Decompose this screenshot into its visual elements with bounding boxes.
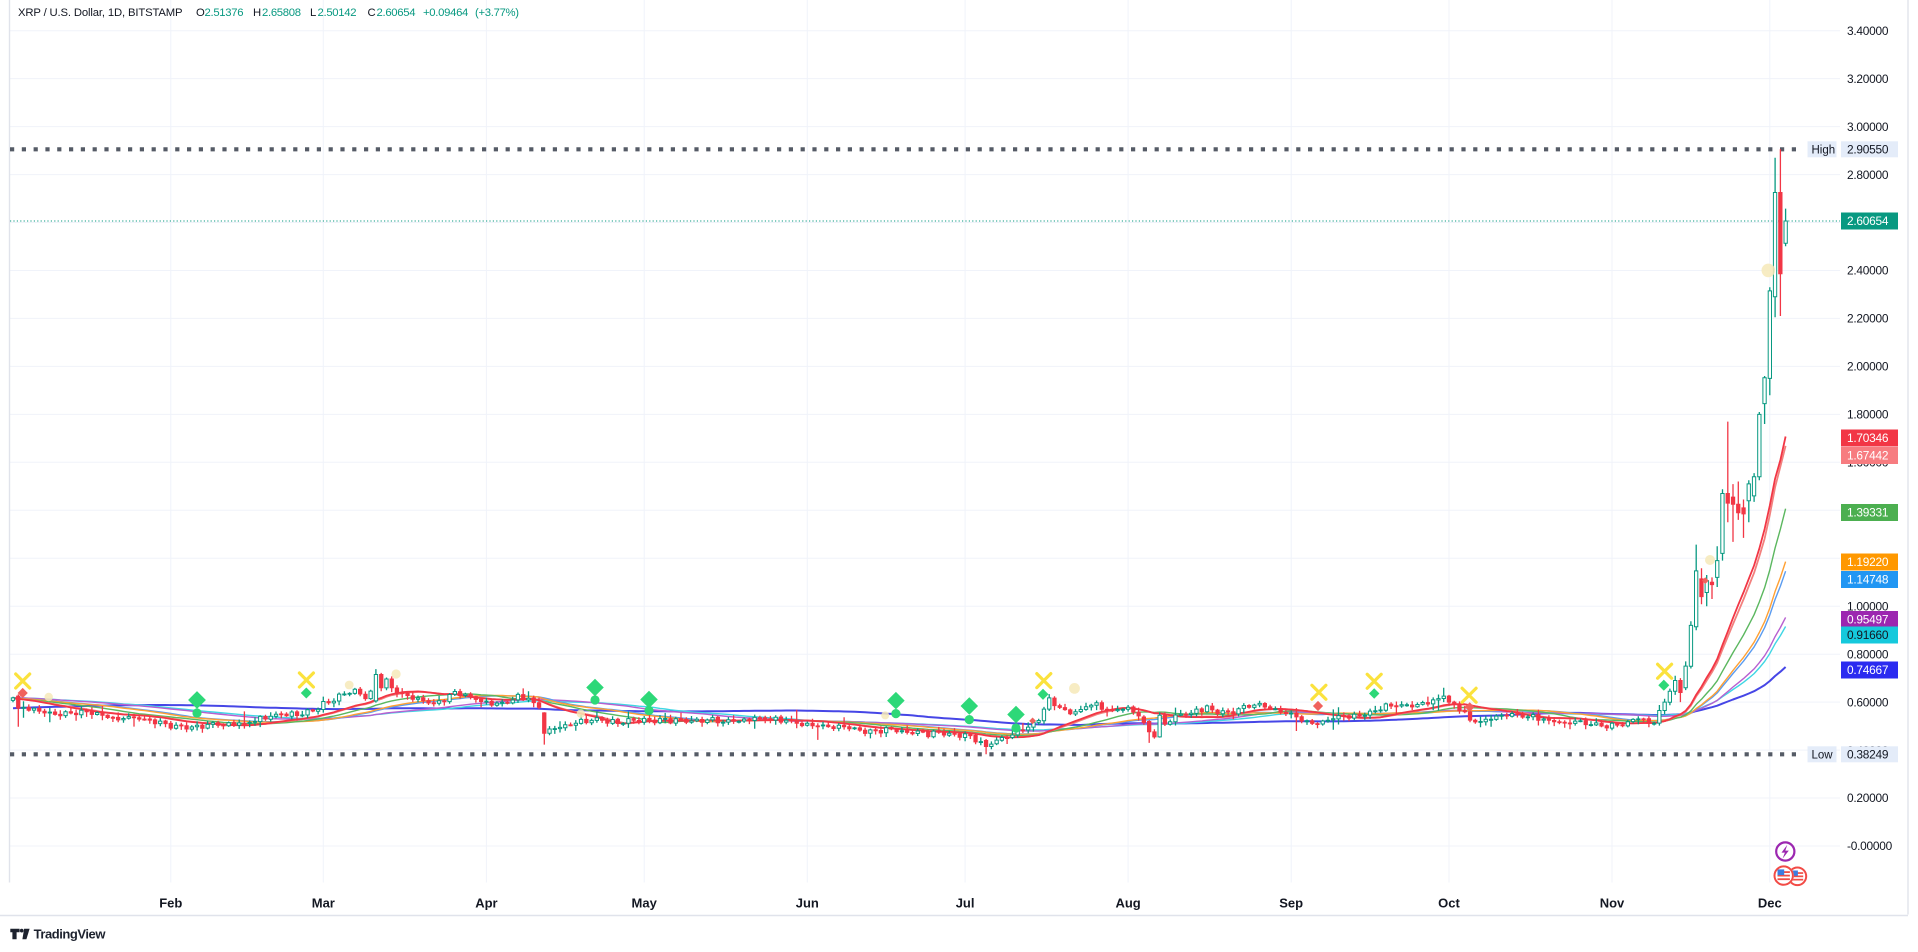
svg-text:0.60000: 0.60000 bbox=[1847, 695, 1889, 709]
svg-text:0.95497: 0.95497 bbox=[1847, 613, 1889, 627]
svg-text:2.50142: 2.50142 bbox=[318, 7, 357, 19]
svg-text:O: O bbox=[196, 7, 205, 19]
svg-text:L: L bbox=[310, 7, 316, 19]
svg-text:May: May bbox=[632, 896, 658, 911]
svg-text:Mar: Mar bbox=[312, 896, 335, 911]
svg-text:3.00000: 3.00000 bbox=[1847, 120, 1889, 134]
svg-text:1.19220: 1.19220 bbox=[1847, 555, 1889, 569]
svg-text:2.20000: 2.20000 bbox=[1847, 312, 1889, 326]
svg-text:Dec: Dec bbox=[1758, 896, 1782, 911]
svg-text:2.90550: 2.90550 bbox=[1847, 143, 1889, 157]
svg-text:0.20000: 0.20000 bbox=[1847, 791, 1889, 805]
svg-text:C: C bbox=[368, 7, 376, 19]
svg-text:3.20000: 3.20000 bbox=[1847, 72, 1889, 86]
svg-text:1.00000: 1.00000 bbox=[1847, 599, 1889, 613]
svg-text:2.40000: 2.40000 bbox=[1847, 264, 1889, 278]
svg-text:1.67442: 1.67442 bbox=[1847, 449, 1889, 463]
svg-text:H: H bbox=[253, 7, 261, 19]
svg-text:Aug: Aug bbox=[1115, 896, 1140, 911]
svg-text:1.14748: 1.14748 bbox=[1847, 573, 1889, 587]
svg-text:1.80000: 1.80000 bbox=[1847, 408, 1889, 422]
svg-text:2.60654: 2.60654 bbox=[1847, 214, 1889, 228]
svg-text:1.70346: 1.70346 bbox=[1847, 431, 1889, 445]
svg-text:0.91660: 0.91660 bbox=[1847, 628, 1889, 642]
svg-text:Feb: Feb bbox=[159, 896, 182, 911]
svg-text:3.40000: 3.40000 bbox=[1847, 24, 1889, 38]
svg-text:2.65808: 2.65808 bbox=[262, 7, 301, 19]
svg-text:Sep: Sep bbox=[1279, 896, 1303, 911]
svg-text:Low: Low bbox=[1812, 749, 1834, 761]
svg-text:High: High bbox=[1812, 144, 1836, 156]
svg-text:Oct: Oct bbox=[1438, 896, 1460, 911]
svg-text:+0.09464: +0.09464 bbox=[423, 7, 468, 19]
svg-text:2.00000: 2.00000 bbox=[1847, 360, 1889, 374]
svg-text:Apr: Apr bbox=[475, 896, 497, 911]
svg-text:Jun: Jun bbox=[796, 896, 819, 911]
svg-text:0.38249: 0.38249 bbox=[1847, 748, 1889, 762]
svg-text:2.51376: 2.51376 bbox=[205, 7, 244, 19]
svg-text:2.80000: 2.80000 bbox=[1847, 168, 1889, 182]
svg-text:0.80000: 0.80000 bbox=[1847, 647, 1889, 661]
svg-text:-0.00000: -0.00000 bbox=[1847, 839, 1893, 853]
svg-text:TradingView: TradingView bbox=[34, 926, 107, 941]
svg-text:(+3.77%): (+3.77%) bbox=[475, 7, 519, 19]
svg-text:Jul: Jul bbox=[956, 896, 975, 911]
svg-text:1.39331: 1.39331 bbox=[1847, 506, 1889, 520]
svg-text:Nov: Nov bbox=[1600, 896, 1625, 911]
svg-text:0.74667: 0.74667 bbox=[1847, 663, 1889, 677]
svg-text:2.60654: 2.60654 bbox=[377, 7, 416, 19]
svg-text:XRP / U.S. Dollar, 1D, BITSTAM: XRP / U.S. Dollar, 1D, BITSTAMP bbox=[18, 7, 182, 19]
